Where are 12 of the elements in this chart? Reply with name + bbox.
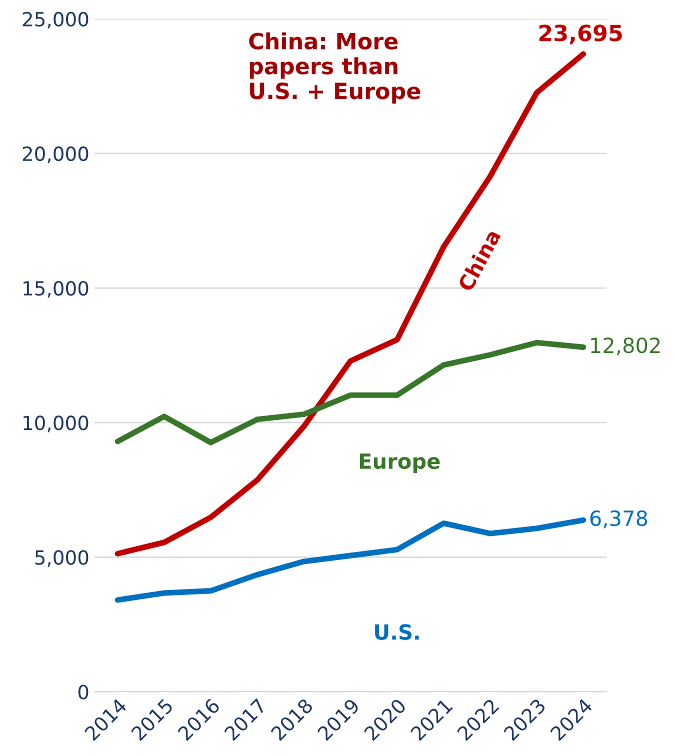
y-tick-label: 5,000 <box>35 550 88 567</box>
text: U.S. <box>375 624 419 640</box>
y-tick-label: 10,000 <box>24 416 88 432</box>
data-label: 6,378 <box>590 510 648 528</box>
y-tick-label: 25,000 <box>22 12 88 29</box>
y-tick-label: 15,000 <box>24 280 88 298</box>
data-label: 23,695 <box>539 24 622 44</box>
text: Europe <box>360 454 440 474</box>
data-label: 12,802 <box>591 337 660 356</box>
y-tick-label: 0 <box>78 684 88 700</box>
annotation: China: More papers than U.S. + Europe <box>249 32 420 104</box>
y-tick-label: 20,000 <box>22 146 88 164</box>
